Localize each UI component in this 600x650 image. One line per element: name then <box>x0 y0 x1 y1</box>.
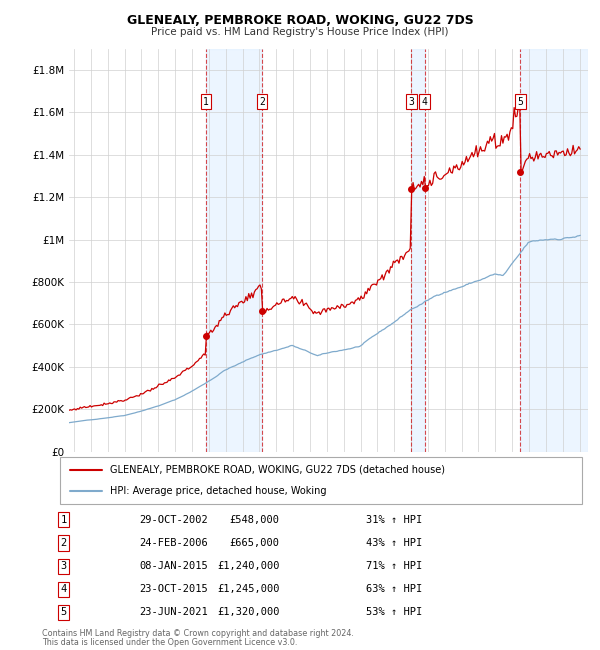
Text: 53% ↑ HPI: 53% ↑ HPI <box>366 608 422 617</box>
Text: £1,240,000: £1,240,000 <box>217 561 280 571</box>
Text: Price paid vs. HM Land Registry's House Price Index (HPI): Price paid vs. HM Land Registry's House … <box>151 27 449 37</box>
Bar <box>520 49 588 452</box>
Text: £548,000: £548,000 <box>230 515 280 525</box>
Text: 1: 1 <box>61 515 67 525</box>
Text: 29-OCT-2002: 29-OCT-2002 <box>139 515 208 525</box>
Text: £665,000: £665,000 <box>230 538 280 548</box>
Text: 31% ↑ HPI: 31% ↑ HPI <box>366 515 422 525</box>
Bar <box>412 49 425 452</box>
Text: Contains HM Land Registry data © Crown copyright and database right 2024.: Contains HM Land Registry data © Crown c… <box>42 629 354 638</box>
Text: £1,320,000: £1,320,000 <box>217 608 280 617</box>
Text: 3: 3 <box>61 561 67 571</box>
Text: GLENEALY, PEMBROKE ROAD, WOKING, GU22 7DS: GLENEALY, PEMBROKE ROAD, WOKING, GU22 7D… <box>127 14 473 27</box>
Text: £1,245,000: £1,245,000 <box>217 584 280 594</box>
Text: 71% ↑ HPI: 71% ↑ HPI <box>366 561 422 571</box>
Text: 2: 2 <box>61 538 67 548</box>
Text: 3: 3 <box>409 97 415 107</box>
Text: GLENEALY, PEMBROKE ROAD, WOKING, GU22 7DS (detached house): GLENEALY, PEMBROKE ROAD, WOKING, GU22 7D… <box>110 465 445 474</box>
Text: 43% ↑ HPI: 43% ↑ HPI <box>366 538 422 548</box>
Text: This data is licensed under the Open Government Licence v3.0.: This data is licensed under the Open Gov… <box>42 638 298 647</box>
Text: 4: 4 <box>61 584 67 594</box>
Text: 2: 2 <box>259 97 265 107</box>
Text: 1: 1 <box>203 97 209 107</box>
Text: 4: 4 <box>422 97 428 107</box>
Text: 63% ↑ HPI: 63% ↑ HPI <box>366 584 422 594</box>
Text: 5: 5 <box>517 97 523 107</box>
Text: HPI: Average price, detached house, Woking: HPI: Average price, detached house, Woki… <box>110 486 326 496</box>
Text: 24-FEB-2006: 24-FEB-2006 <box>139 538 208 548</box>
Text: 5: 5 <box>61 608 67 617</box>
Text: 08-JAN-2015: 08-JAN-2015 <box>139 561 208 571</box>
Text: 23-OCT-2015: 23-OCT-2015 <box>139 584 208 594</box>
FancyBboxPatch shape <box>60 457 582 504</box>
Bar <box>206 49 262 452</box>
Text: 23-JUN-2021: 23-JUN-2021 <box>139 608 208 617</box>
